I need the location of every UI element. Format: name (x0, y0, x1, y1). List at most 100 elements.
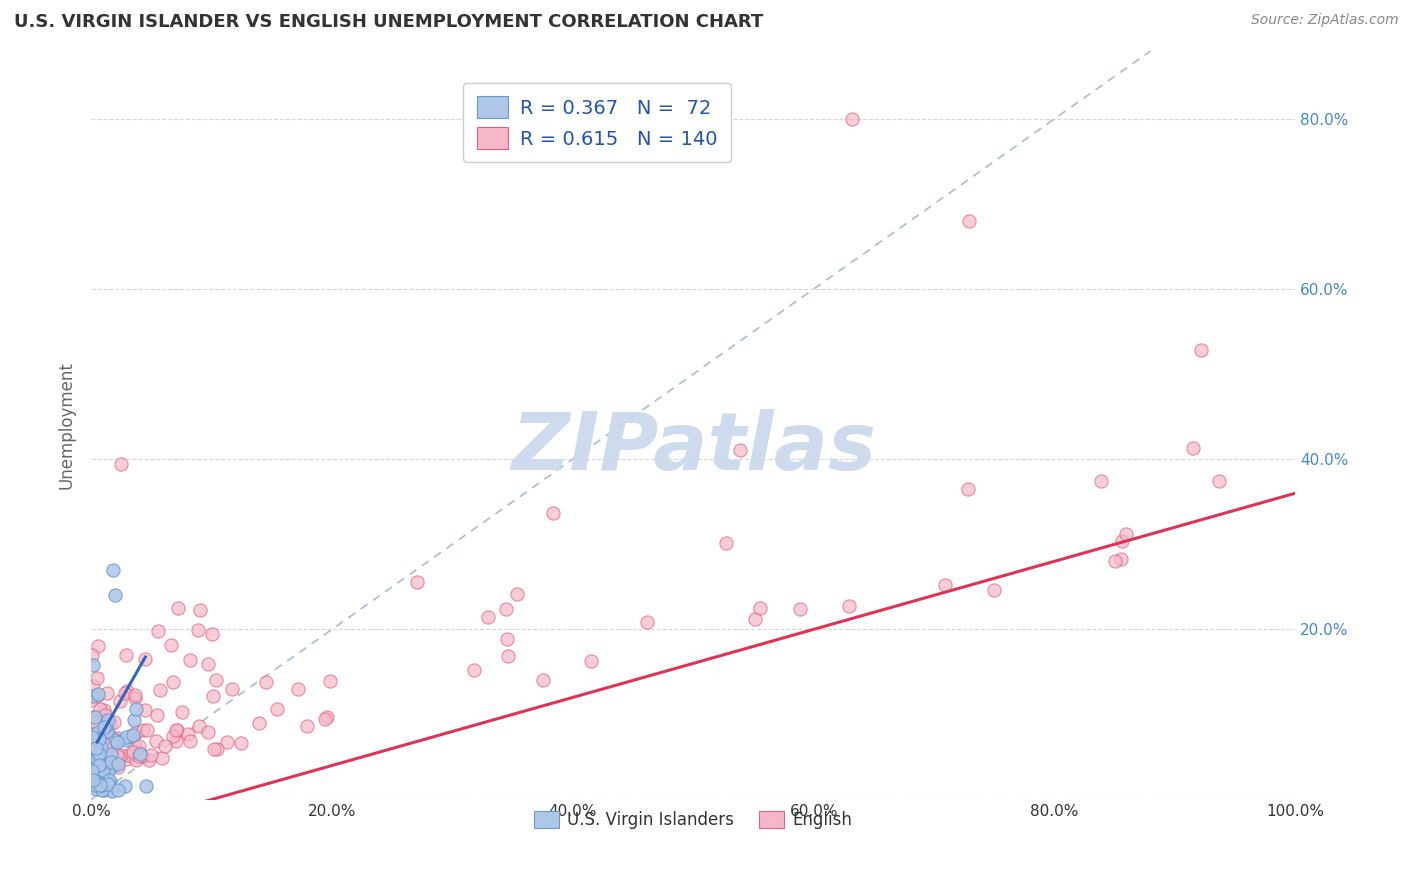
Point (314, 712, 336, 726)
Point (124, 713, 146, 727)
Point (82, 679, 104, 693)
Point (110, 458, 132, 472)
Point (82, 741, 104, 756)
Point (744, 612, 766, 626)
Point (287, 681, 309, 696)
Point (100, 755, 122, 769)
Point (96, 781, 118, 796)
Point (93, 782, 115, 797)
Point (319, 674, 342, 689)
Point (93, 763, 115, 777)
Point (103, 714, 125, 729)
Point (204, 742, 226, 756)
Y-axis label: Unemployment: Unemployment (58, 361, 75, 489)
Point (82, 772, 104, 787)
Point (90, 739, 112, 754)
Point (82, 764, 104, 779)
Point (146, 708, 169, 723)
Point (82, 658, 104, 673)
Point (165, 734, 187, 748)
Point (97, 764, 120, 778)
Point (86, 752, 108, 766)
Text: Source: ZipAtlas.com: Source: ZipAtlas.com (1251, 13, 1399, 28)
Point (217, 735, 239, 749)
Point (89, 769, 111, 783)
Point (84, 772, 107, 787)
Point (167, 601, 190, 615)
Point (101, 731, 124, 746)
Point (87, 687, 110, 701)
Point (87, 761, 110, 775)
Point (145, 734, 167, 748)
Point (247, 715, 270, 730)
Point (82, 648, 104, 663)
Point (93, 763, 115, 777)
Point (87, 730, 110, 744)
Point (101, 747, 124, 762)
Point (202, 690, 225, 704)
Point (87, 640, 110, 654)
Point (148, 624, 170, 638)
Point (114, 686, 136, 700)
Point (495, 632, 517, 646)
Point (82, 710, 104, 724)
Point (221, 681, 243, 696)
Point (82, 693, 104, 707)
Point (97, 756, 120, 770)
Point (87, 758, 110, 772)
Point (477, 610, 499, 624)
Point (89, 702, 111, 716)
Point (134, 652, 156, 666)
Point (83, 727, 105, 741)
Point (82, 759, 104, 773)
Point (100, 759, 122, 773)
Point (495, 602, 517, 616)
Point (93, 721, 115, 735)
Text: ZIPatlas: ZIPatlas (510, 409, 876, 486)
Point (86, 765, 108, 780)
Point (124, 691, 146, 706)
Point (138, 753, 160, 767)
Point (97, 713, 120, 727)
Point (129, 746, 152, 760)
Point (179, 653, 201, 667)
Point (93, 738, 115, 752)
Point (84, 763, 107, 777)
Point (98, 773, 121, 788)
Point (162, 729, 184, 743)
Point (101, 563, 124, 577)
Point (266, 702, 288, 716)
Point (103, 757, 125, 772)
Point (110, 748, 132, 763)
Point (205, 673, 228, 688)
Point (1111, 533, 1133, 548)
Point (406, 574, 429, 589)
Point (496, 648, 519, 663)
Point (117, 748, 139, 763)
Point (84, 778, 107, 792)
Point (187, 719, 209, 733)
Point (170, 705, 193, 719)
Point (82, 760, 104, 774)
Point (131, 723, 153, 738)
Point (179, 734, 201, 748)
Point (107, 747, 129, 762)
Point (86, 671, 108, 685)
Point (101, 735, 124, 749)
Point (122, 728, 145, 742)
Point (128, 749, 150, 764)
Point (108, 694, 131, 708)
Point (149, 683, 172, 698)
Point (838, 599, 860, 613)
Point (84, 778, 107, 792)
Point (98, 775, 121, 789)
Point (83, 709, 105, 723)
Point (107, 735, 129, 749)
Point (89, 746, 111, 760)
Point (97, 776, 120, 790)
Point (197, 725, 219, 739)
Point (1115, 527, 1137, 541)
Point (115, 684, 138, 698)
Point (159, 638, 181, 652)
Point (531, 673, 554, 687)
